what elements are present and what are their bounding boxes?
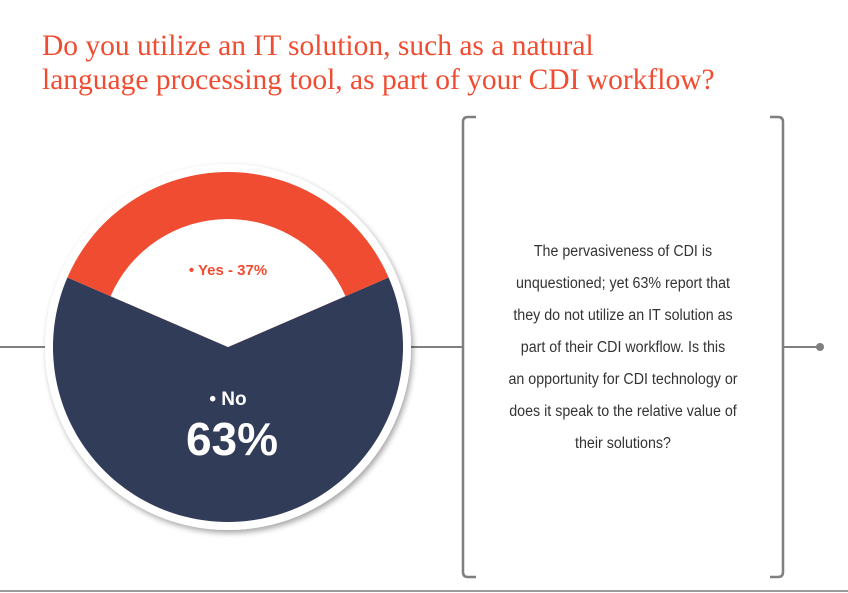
label-no-name: • No <box>209 389 246 410</box>
callout-line: does it speak to the relative value of <box>509 403 737 420</box>
label-no-value: 63% <box>186 413 278 465</box>
pie-inner-area <box>110 219 346 347</box>
callout-line: they do not utilize an IT solution as <box>513 307 733 324</box>
callout-line: The pervasiveness of CDI is <box>533 243 713 260</box>
title-line-2: language processing tool, as part of you… <box>42 64 715 96</box>
callout-line: an opportunity for CDI technology or <box>508 371 738 388</box>
callout-line: unquestioned; yet 63% report that <box>515 275 731 292</box>
label-yes: • Yes - 37% <box>189 262 267 279</box>
page-title: Do you utilize an IT solution, such as a… <box>42 29 832 97</box>
callout-line: part of their CDI workflow. Is this <box>520 339 726 356</box>
callout-text: The pervasiveness of CDI is unquestioned… <box>490 236 757 460</box>
right-connector-dot <box>816 343 824 351</box>
title-line-1: Do you utilize an IT solution, such as a… <box>42 30 594 62</box>
callout-line: their solutions? <box>575 435 671 452</box>
pie-slice-no <box>52 277 403 522</box>
callout-bracket-left <box>461 115 476 579</box>
callout-bracket-right <box>770 115 785 579</box>
